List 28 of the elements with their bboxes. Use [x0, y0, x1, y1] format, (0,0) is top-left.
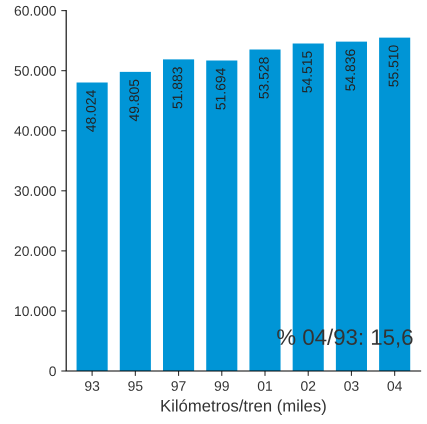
data-label: 48.024 — [86, 90, 96, 132]
y-tick-label: 0 — [49, 366, 56, 376]
data-label: 51.883 — [172, 67, 182, 108]
x-tick-label: 95 — [128, 381, 142, 391]
x-tick-label: 04 — [387, 381, 402, 391]
x-tick-label: 03 — [344, 381, 359, 391]
y-tick-label: 40.000 — [14, 126, 56, 136]
data-label: 51.694 — [216, 68, 226, 110]
y-tick-label: 50.000 — [14, 66, 56, 76]
x-tick-label: 02 — [301, 381, 316, 391]
data-label: 54.515 — [302, 51, 312, 93]
y-tick-label: 10.000 — [15, 306, 56, 316]
y-tick-label: 60.000 — [14, 6, 56, 16]
x-tick-label: 97 — [171, 381, 186, 391]
x-tick-label: 01 — [258, 381, 272, 391]
x-tick-label: 93 — [85, 381, 100, 391]
data-label: 54.836 — [345, 49, 356, 91]
data-label: 53.528 — [258, 57, 269, 99]
bar — [163, 59, 194, 371]
y-tick-label: 20.000 — [14, 246, 56, 256]
y-tick-label: 30.000 — [14, 186, 56, 196]
bar — [120, 72, 151, 371]
data-label: 55.510 — [388, 45, 398, 87]
data-label: 49.805 — [129, 80, 140, 122]
bar — [76, 82, 108, 371]
bar — [206, 60, 238, 371]
x-tick-label: 99 — [214, 381, 229, 391]
x-axis-title: Kilómetros/tren (miles) — [161, 399, 326, 415]
